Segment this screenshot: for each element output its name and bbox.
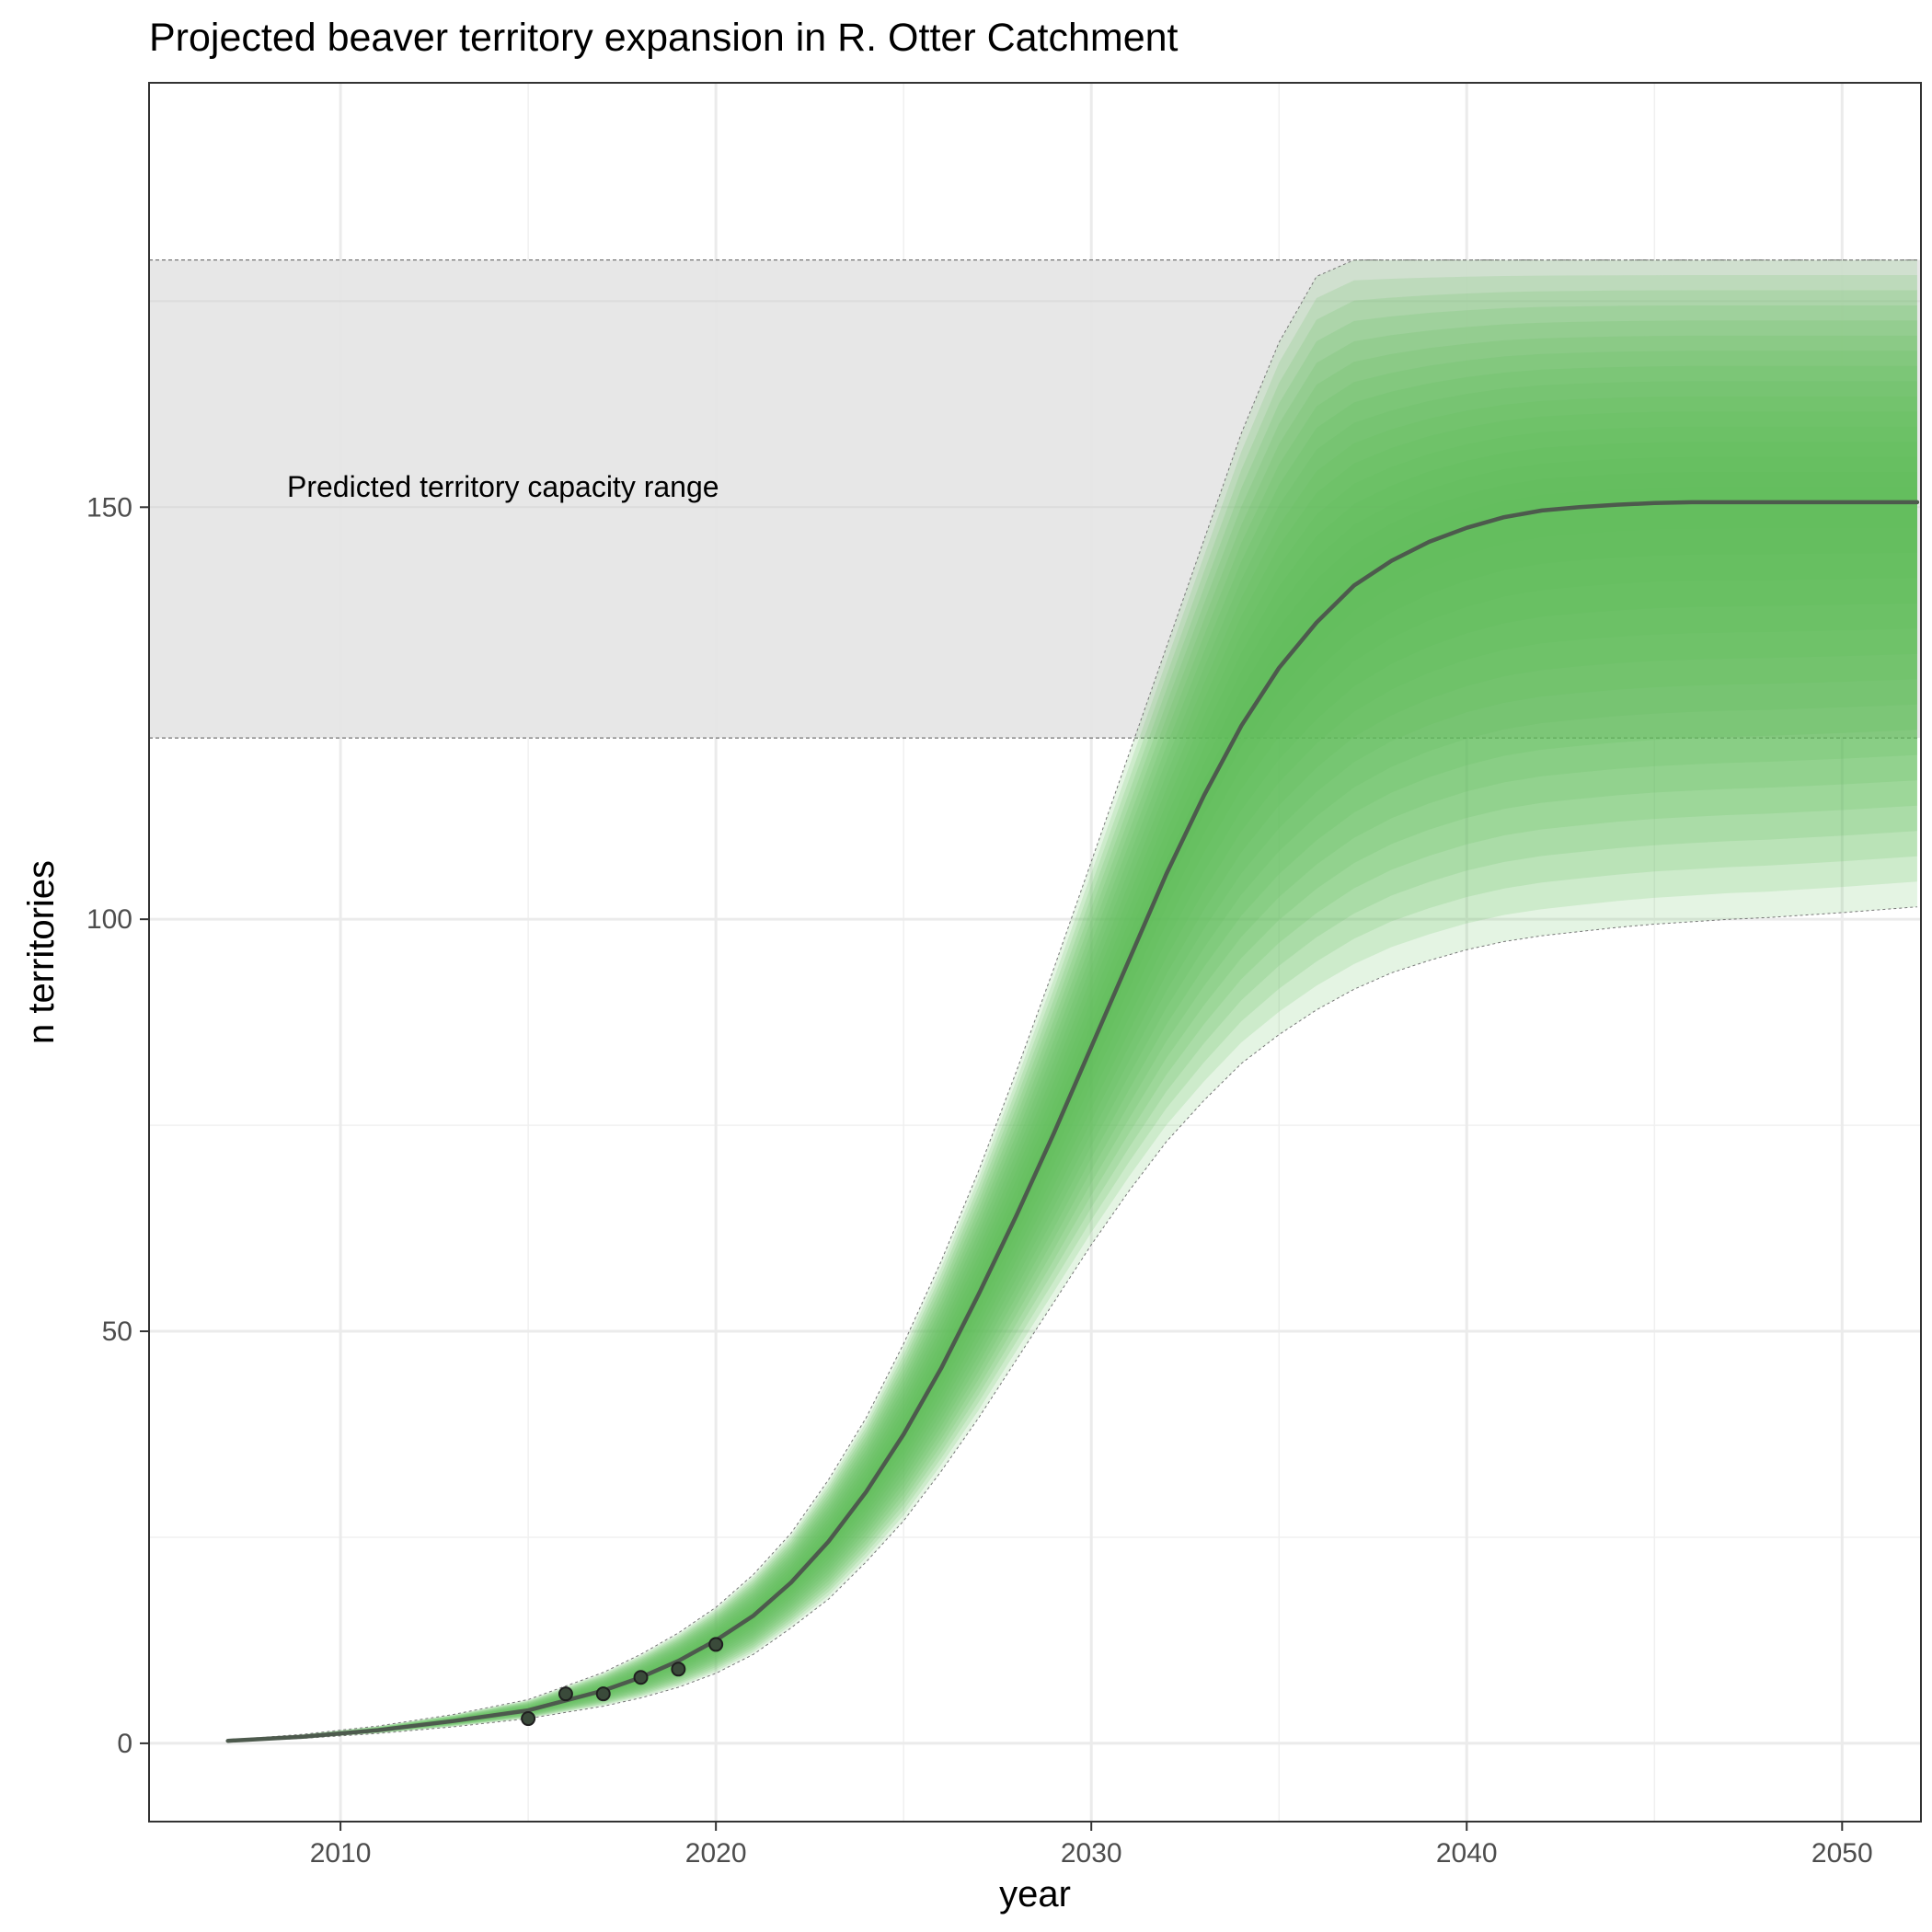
y-tick-label: 0 xyxy=(117,1729,132,1759)
projection-line-layer xyxy=(225,500,1920,1743)
capacity-band-label: Predicted territory capacity range xyxy=(287,470,719,503)
projection-ribbon-band xyxy=(227,472,1917,1742)
projection-ribbon-band xyxy=(227,365,1917,1742)
projection-ribbon-band xyxy=(227,411,1917,1742)
y-tick-label: 100 xyxy=(86,904,132,935)
plot-border xyxy=(148,82,1922,1823)
capacity-band xyxy=(149,259,1921,739)
observed-point xyxy=(708,1637,724,1652)
projection-ribbon-band xyxy=(227,351,1917,1742)
projection-upper-bound xyxy=(227,259,1917,1741)
projection-ribbon-band xyxy=(227,335,1917,1742)
projection-ribbon-band xyxy=(227,396,1917,1742)
projection-ribbon-band xyxy=(227,305,1917,1742)
capacity-band-layer xyxy=(149,259,1921,739)
x-axis-label: year xyxy=(999,1874,1071,1915)
projection-ribbon-band xyxy=(227,320,1917,1742)
projection-lower-bound xyxy=(227,906,1917,1742)
projection-ribbon-layer xyxy=(227,259,1917,1742)
y-tick-label: 150 xyxy=(86,492,132,523)
projection-median-line xyxy=(225,500,1920,1743)
projection-ribbon-band xyxy=(227,456,1917,1742)
observed-point xyxy=(633,1670,649,1685)
x-tick-label: 2040 xyxy=(1436,1838,1498,1869)
y-axis: 0 50 100 150 xyxy=(86,492,149,1759)
projection-ribbon-band xyxy=(227,259,1917,1742)
projection-ribbon-band xyxy=(227,275,1917,1742)
projection-ribbon-band xyxy=(227,381,1917,1742)
y-axis-label: n territories xyxy=(21,860,62,1044)
projection-ribbon-band xyxy=(227,290,1917,1742)
projection-ribbon-band xyxy=(227,426,1917,1742)
x-tick-label: 2050 xyxy=(1811,1838,1873,1869)
x-tick-label: 2010 xyxy=(310,1838,372,1869)
observed-point xyxy=(558,1686,573,1702)
x-tick-label: 2020 xyxy=(685,1838,747,1869)
observed-point xyxy=(595,1686,611,1702)
observed-point xyxy=(671,1662,686,1677)
chart-title: Projected beaver territory expansion in … xyxy=(149,16,1179,60)
observed-point xyxy=(521,1711,536,1727)
x-tick-label: 2030 xyxy=(1061,1838,1122,1869)
observed-points-layer xyxy=(521,1637,724,1727)
y-tick-label: 50 xyxy=(102,1317,132,1347)
x-axis: 2010 2020 2030 2040 2050 xyxy=(310,1822,1873,1869)
